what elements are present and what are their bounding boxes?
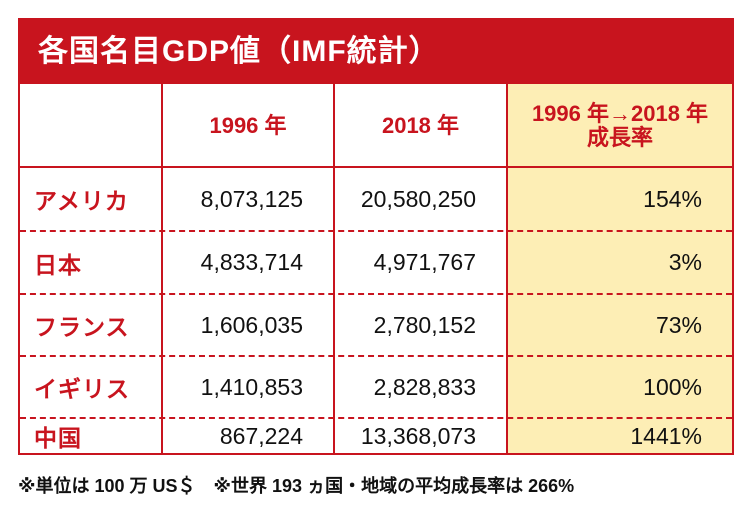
row-divider [20, 417, 732, 419]
footnote: ※単位は 100 万 US＄ ※世界 193 ヵ国・地域の平均成長率は 266% [18, 476, 575, 496]
table-cell-gdp1996: 4,833,714 [200, 249, 303, 275]
table-cell-gdp2018: 20,580,250 [360, 185, 476, 212]
table-cell-gdp2018: 2,828,833 [373, 373, 476, 400]
growth-column-highlight [506, 84, 732, 453]
table-row-country: アメリカ [34, 188, 129, 214]
table-cell-gdp2018: 2,780,152 [373, 311, 476, 338]
row-divider [20, 355, 732, 357]
header-growth-label: 成長率 [586, 125, 653, 150]
header-2018: 2018 年 [381, 113, 460, 138]
gdp-table: 各国名目GDP値（IMF統計） 1996 年 2018 年 1996 年→201… [18, 18, 734, 455]
table-row-country: 日本 [34, 251, 82, 278]
table-cell-growth: 100% [643, 373, 702, 400]
table-cell-growth: 1441% [630, 422, 702, 449]
header-1996: 1996 年 [209, 113, 287, 138]
table-cell-gdp1996: 867,224 [219, 422, 303, 449]
column-divider [161, 84, 163, 453]
table-cell-gdp1996: 8,073,125 [200, 185, 303, 212]
row-divider [20, 230, 732, 232]
table-cell-gdp1996: 1,606,035 [200, 311, 303, 338]
header-growth-period: 1996 年→2018 年 [531, 101, 709, 126]
column-divider [506, 84, 508, 453]
header-divider [20, 166, 732, 168]
table-cell-growth: 73% [655, 311, 702, 338]
row-divider [20, 293, 732, 295]
header-growth-rate: 1996 年→2018 年 成長率 [508, 86, 732, 166]
table-row-country: フランス [34, 314, 130, 340]
table-cell-gdp2018: 4,971,767 [373, 249, 476, 275]
table-cell-gdp1996: 1,410,853 [200, 373, 303, 400]
header-country [20, 86, 161, 166]
column-divider [333, 84, 335, 453]
table-cell-gdp2018: 13,368,073 [360, 422, 476, 449]
table-cell-growth: 3% [668, 249, 702, 275]
table-cell-growth: 154% [643, 185, 702, 212]
table-row-country: 中国 [34, 425, 82, 451]
table-title: 各国名目GDP値（IMF統計） [20, 20, 732, 84]
table-row-country: イギリス [34, 376, 130, 402]
